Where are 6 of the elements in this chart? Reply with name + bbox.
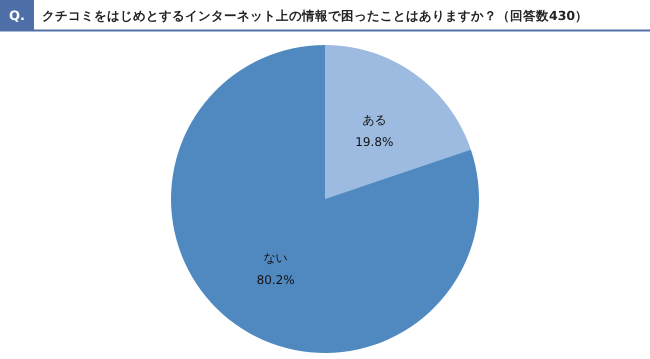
header: Q. クチコミをはじめとするインターネット上の情報で困ったことはありますか？（回答数430） [0,0,650,32]
slice-label: ない [264,250,288,265]
data-label: 19.8% [355,135,394,150]
chart-title: クチコミをはじめとするインターネット上の情報で困ったことはありますか？（回答数430） [42,8,588,23]
data-label: 80.2% [256,272,295,287]
slice-label: ある [362,113,386,128]
